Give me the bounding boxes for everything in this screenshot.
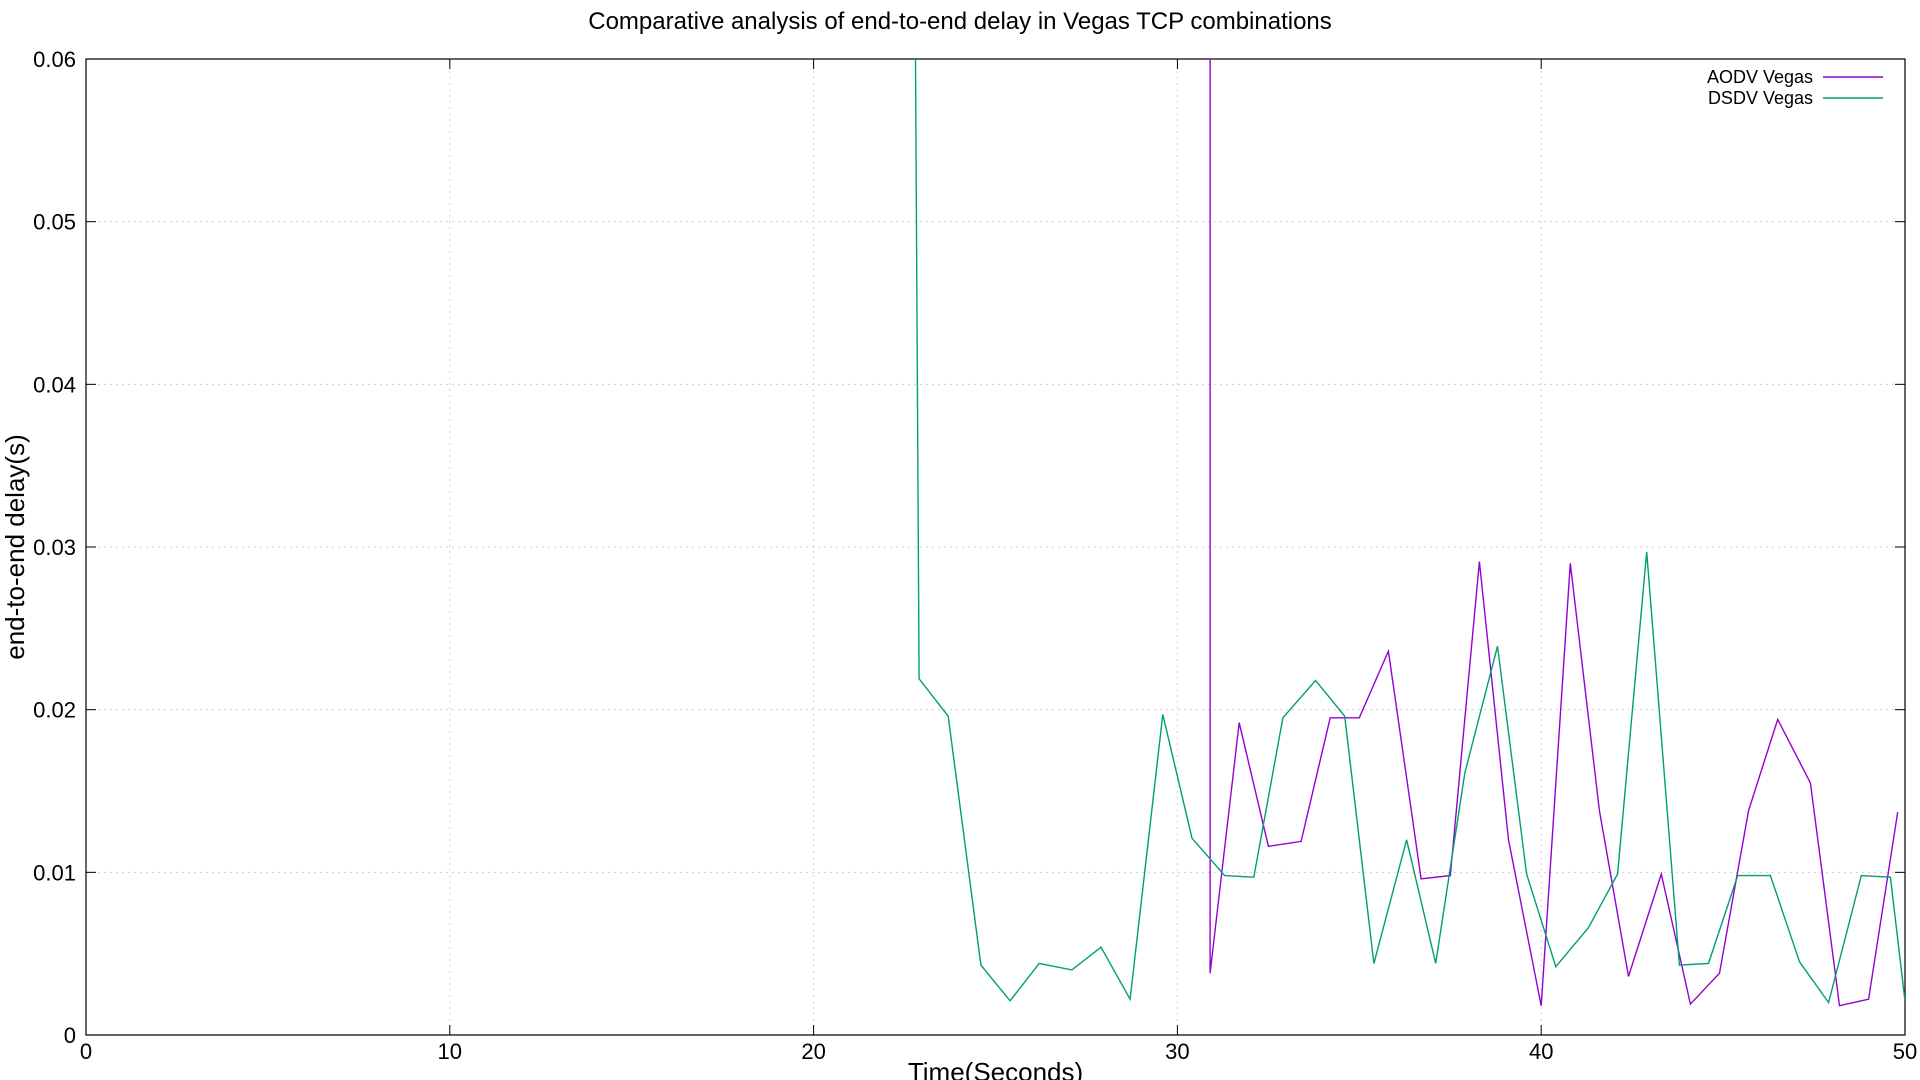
y-tick-label: 0.04: [33, 372, 76, 397]
x-tick-label: 0: [80, 1039, 92, 1064]
y-tick-label: 0.02: [33, 698, 76, 723]
y-tick-label: 0: [64, 1023, 76, 1048]
x-tick-label: 40: [1529, 1039, 1553, 1064]
y-tick-label: 0.06: [33, 47, 76, 72]
y-tick-label: 0.01: [33, 860, 76, 885]
plot-frame: [85, 58, 1906, 1036]
x-tick-label: 20: [801, 1039, 825, 1064]
series-line-aodv-vegas: [1209, 59, 1899, 1007]
y-tick-label: 0.03: [33, 535, 76, 560]
legend-label: AODV Vegas: [1707, 67, 1813, 87]
x-tick-label: 50: [1893, 1039, 1917, 1064]
y-axis-label: end-to-end delay(s): [0, 434, 30, 659]
chart-title: Comparative analysis of end-to-end delay…: [588, 8, 1332, 35]
series-line-dsdv-vegas: [914, 59, 1905, 1005]
x-tick-label: 30: [1165, 1039, 1189, 1064]
ticks: 0 10 20 30 40 50 0 0.01 0.02 0.03 0.04 0.05 0.06: [33, 47, 1917, 1064]
x-tick-label: 10: [438, 1039, 462, 1064]
grid: [86, 59, 1905, 1035]
y-tick-label: 0.05: [33, 210, 76, 235]
x-axis-label: Time(Seconds): [908, 1057, 1083, 1080]
legend-label: DSDV Vegas: [1708, 88, 1813, 108]
series: [914, 59, 1905, 1007]
